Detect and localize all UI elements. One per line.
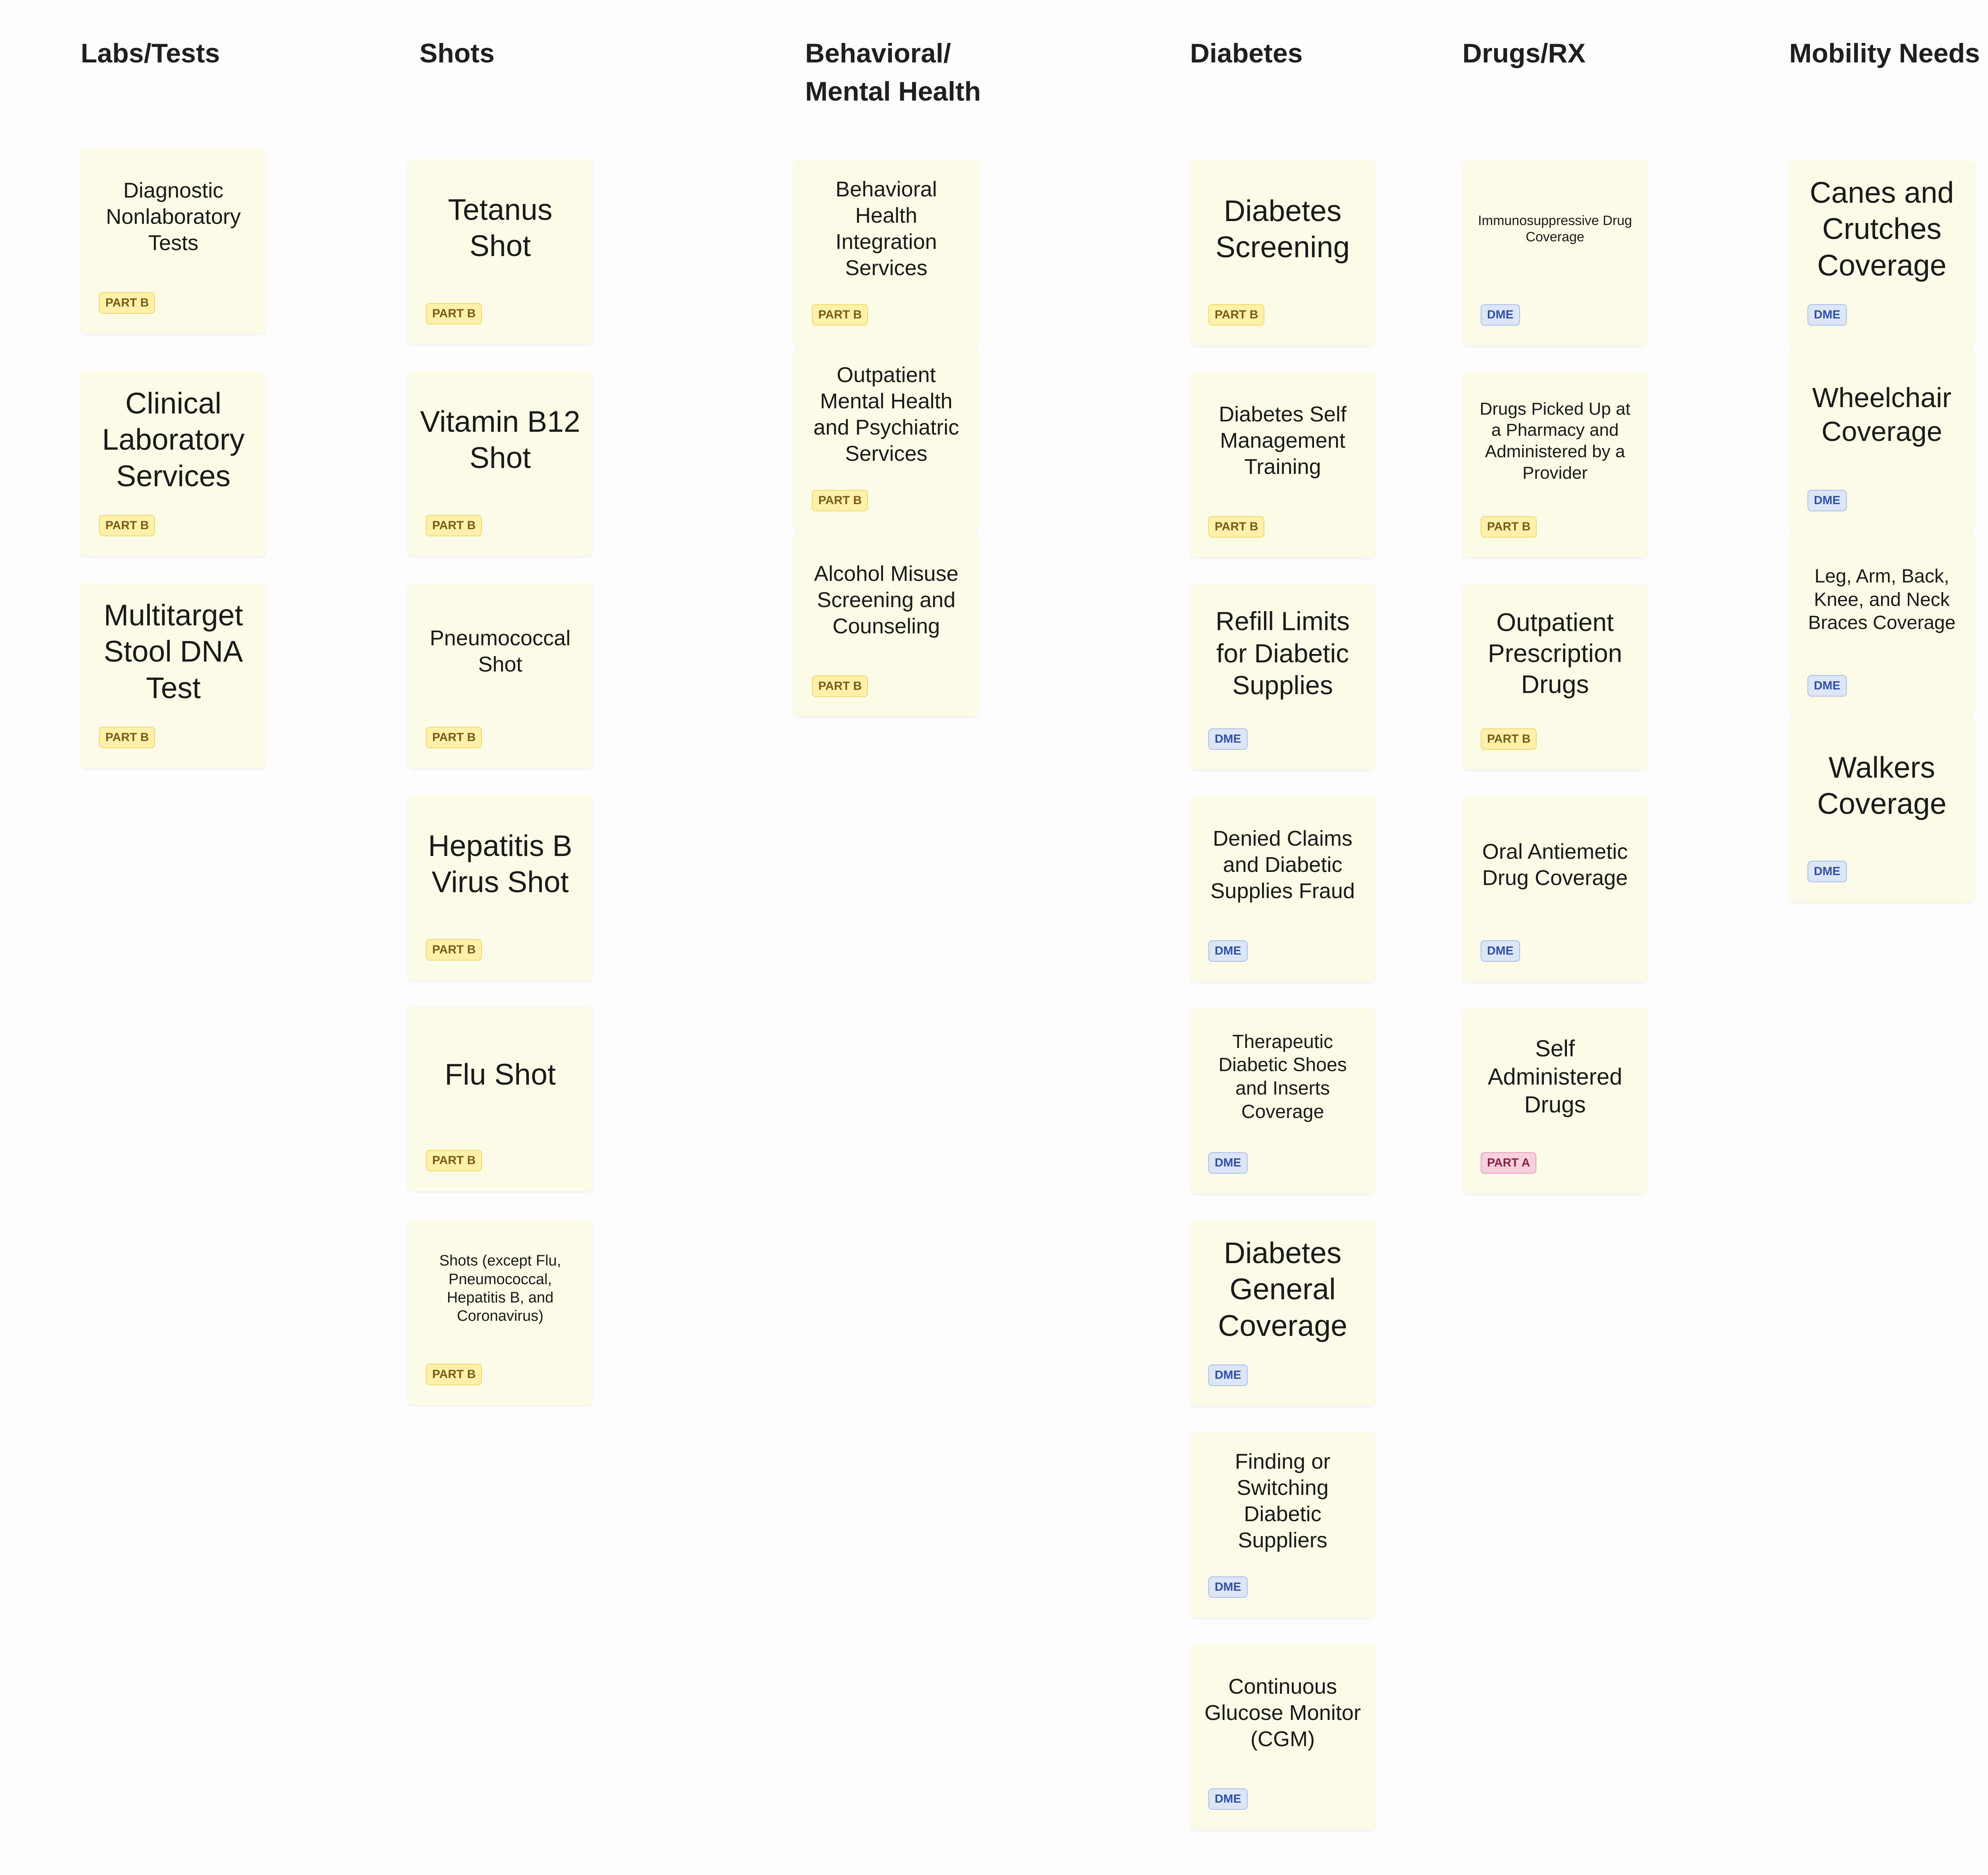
card-title: Multitarget Stool DNA Test [103,598,243,705]
card-title: Drugs Picked Up at a Pharmacy and Admini… [1479,399,1631,483]
badge-dme: DME [1481,304,1520,326]
card-alcohol-misuse-screening[interactable]: Alcohol Misuse Screening and Counseling … [794,532,979,717]
card-title: Shots (except Flu, Pneumococcal, Hepatit… [439,1252,561,1325]
card-title: Therapeutic Diabetic Shoes and Inserts C… [1218,1031,1347,1122]
column-title-behavioral-mental-health: Behavioral/ Mental Health [805,38,981,107]
card-title: Clinical Laboratory Services [102,386,245,493]
card-hepatitis-b-virus-shot[interactable]: Hepatitis B Virus Shot PART B [408,795,593,980]
badge-part-b: PART B [99,515,155,536]
card-continuous-glucose-monitor[interactable]: Continuous Glucose Monitor (CGM) DME [1190,1644,1375,1830]
card-outpatient-mental-health[interactable]: Outpatient Mental Health and Psychiatric… [794,346,979,531]
card-finding-switching-diabetic-suppliers[interactable]: Finding or Switching Diabetic Suppliers … [1190,1432,1375,1618]
card-tetanus-shot[interactable]: Tetanus Shot PART B [408,159,593,344]
badge-part-b: PART B [426,727,482,748]
badge-part-b: PART B [812,490,868,511]
card-title: Pneumococcal Shot [429,626,571,676]
card-drugs-picked-up-at-pharmacy[interactable]: Drugs Picked Up at a Pharmacy and Admini… [1462,372,1648,557]
card-title: Diabetes General Coverage [1218,1236,1347,1342]
card-pneumococcal-shot[interactable]: Pneumococcal Shot PART B [408,583,593,768]
badge-dme: DME [1807,861,1847,882]
card-title: Walkers Coverage [1817,750,1947,821]
column-title-mobility-needs: Mobility Needs [1789,38,1980,68]
card-title: Outpatient Mental Health and Psychiatric… [813,363,959,466]
badge-part-a: PART A [1481,1152,1537,1174]
card-title: Hepatitis B Virus Shot [428,829,573,899]
card-title: Leg, Arm, Back, Knee, and Neck Braces Co… [1808,566,1956,634]
badge-part-b: PART B [426,939,482,961]
card-denied-claims-diabetic-supplies-fraud[interactable]: Denied Claims and Diabetic Supplies Frau… [1190,796,1375,982]
column-title-labs-tests: Labs/Tests [81,38,220,68]
badge-part-b: PART B [99,292,155,314]
badge-dme: DME [1208,728,1248,750]
card-braces-coverage[interactable]: Leg, Arm, Back, Knee, and Neck Braces Co… [1789,531,1974,716]
badge-dme: DME [1807,304,1847,326]
card-shots-except[interactable]: Shots (except Flu, Pneumococcal, Hepatit… [408,1220,593,1405]
card-immunosuppressive-drug-coverage[interactable]: Immunosuppressive Drug Coverage DME [1462,160,1648,345]
badge-part-b: PART B [426,515,482,536]
badge-part-b: PART B [99,727,155,748]
badge-dme: DME [1208,1152,1248,1174]
column-title-shots: Shots [419,38,495,68]
card-refill-limits-diabetic-supplies[interactable]: Refill Limits for Diabetic Supplies DME [1190,584,1375,770]
column-title-diabetes: Diabetes [1190,38,1303,68]
card-title: Oral Antiemetic Drug Coverage [1482,840,1628,890]
card-vitamin-b12-shot[interactable]: Vitamin B12 Shot PART B [408,371,593,556]
card-title: Diabetes Screening [1215,194,1350,264]
card-canes-and-crutches-coverage[interactable]: Canes and Crutches Coverage DME [1789,160,1974,345]
card-flu-shot[interactable]: Flu Shot PART B [408,1006,593,1191]
card-title: Alcohol Misuse Screening and Counseling [814,562,959,638]
badge-dme: DME [1807,490,1847,511]
card-title: Behavioral Health Integration Services [835,177,937,280]
card-title: Flu Shot [445,1058,556,1091]
card-walkers-coverage[interactable]: Walkers Coverage DME [1789,717,1974,902]
badge-dme: DME [1208,1365,1248,1386]
badge-dme: DME [1208,1788,1248,1810]
card-title: Denied Claims and Diabetic Supplies Frau… [1210,827,1355,903]
card-behavioral-health-integration-services[interactable]: Behavioral Health Integration Services P… [794,160,979,345]
card-title: Wheelchair Coverage [1812,382,1952,447]
card-title: Continuous Glucose Monitor (CGM) [1204,1675,1361,1751]
card-diagnostic-nonlaboratory-tests[interactable]: Diagnostic Nonlaboratory Tests PART B [81,148,266,334]
card-title: Tetanus Shot [448,192,553,263]
badge-dme: DME [1208,1576,1248,1598]
column-title-drugs-rx: Drugs/RX [1462,38,1586,68]
card-title: Refill Limits for Diabetic Supplies [1215,606,1350,700]
badge-part-b: PART B [1208,304,1265,326]
badge-part-b: PART B [812,304,868,326]
card-multitarget-stool-dna-test[interactable]: Multitarget Stool DNA Test PART B [81,583,266,768]
card-title: Finding or Switching Diabetic Suppliers [1235,1450,1331,1552]
card-title: Diabetes Self Management Training [1219,402,1347,479]
badge-part-b: PART B [1481,516,1537,538]
badge-part-b: PART B [1481,728,1537,750]
card-therapeutic-diabetic-shoes[interactable]: Therapeutic Diabetic Shoes and Inserts C… [1190,1008,1375,1194]
card-title: Canes and Crutches Coverage [1809,175,1954,282]
card-title: Outpatient Prescription Drugs [1488,608,1622,699]
card-diabetes-general-coverage[interactable]: Diabetes General Coverage DME [1190,1221,1375,1406]
card-diabetes-self-management-training[interactable]: Diabetes Self Management Training PART B [1190,372,1375,557]
badge-part-b: PART B [812,675,868,697]
card-title: Diagnostic Nonlaboratory Tests [106,179,241,255]
badge-dme: DME [1807,675,1847,697]
card-title: Vitamin B12 Shot [420,404,580,475]
badge-part-b: PART B [426,1150,482,1171]
badge-dme: DME [1208,940,1248,962]
card-self-administered-drugs[interactable]: Self Administered Drugs PART A [1462,1008,1648,1194]
badge-part-b: PART B [426,1364,482,1385]
badge-part-b: PART B [1208,516,1265,538]
card-oral-antiemetic-drug-coverage[interactable]: Oral Antiemetic Drug Coverage DME [1462,796,1648,982]
card-diabetes-screening[interactable]: Diabetes Screening PART B [1190,160,1375,345]
card-wheelchair-coverage[interactable]: Wheelchair Coverage DME [1789,346,1974,531]
card-outpatient-prescription-drugs[interactable]: Outpatient Prescription Drugs PART B [1462,584,1648,770]
card-clinical-laboratory-services[interactable]: Clinical Laboratory Services PART B [81,371,266,556]
badge-part-b: PART B [426,303,482,324]
badge-dme: DME [1481,940,1520,962]
card-title: Immunosuppressive Drug Coverage [1478,213,1632,245]
card-title: Self Administered Drugs [1487,1035,1623,1118]
